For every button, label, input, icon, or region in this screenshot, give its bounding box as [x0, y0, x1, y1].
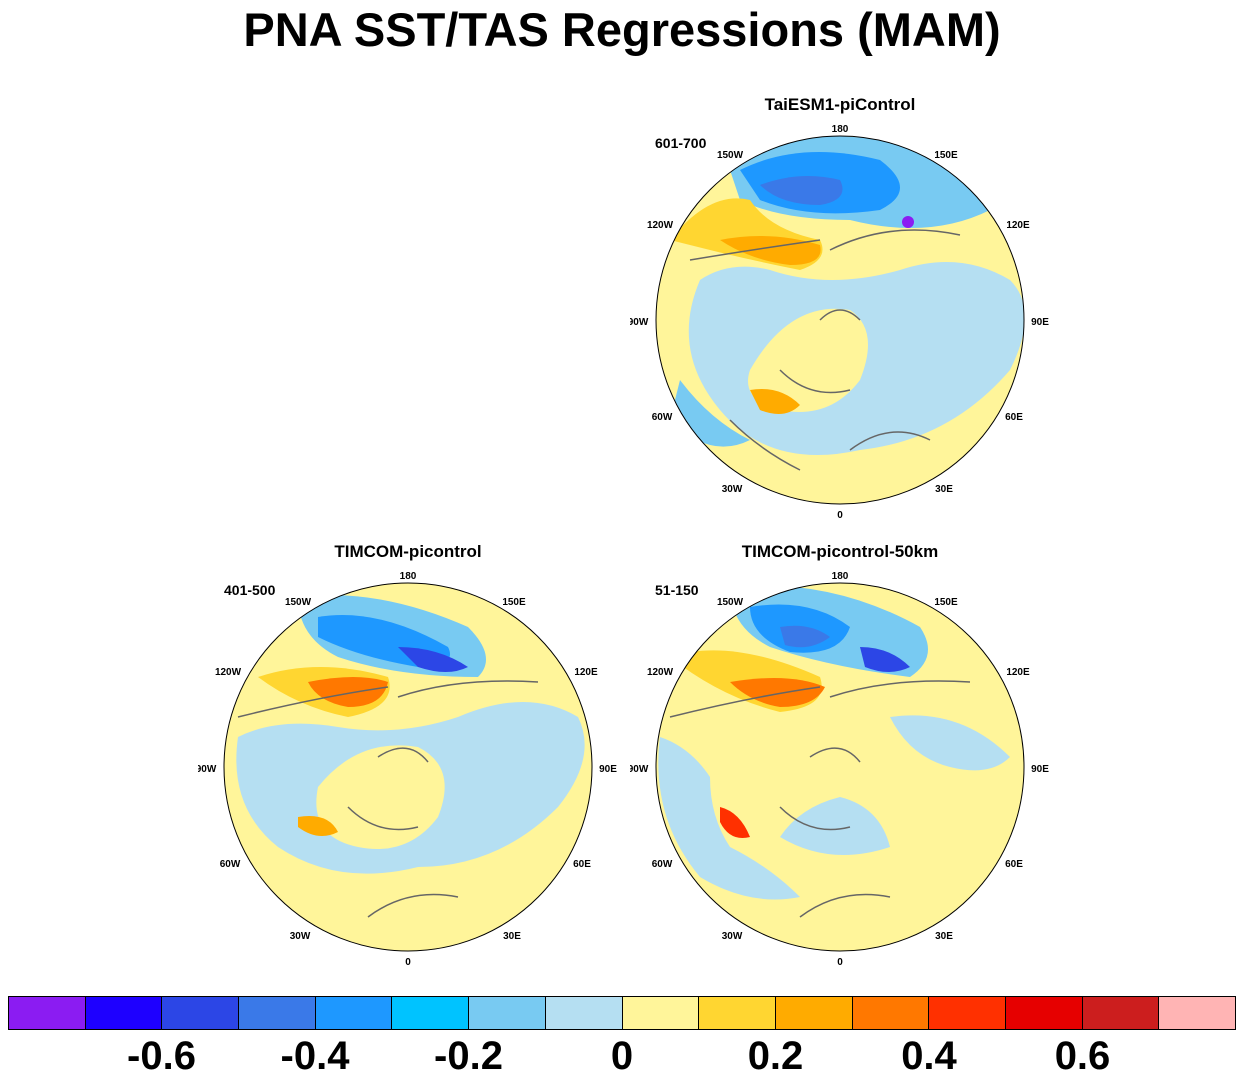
- colorbar-box: [622, 997, 700, 1029]
- colorbar-tick-label: 0: [610, 1034, 634, 1078]
- lon-label: 0: [837, 510, 843, 521]
- lon-label: 120W: [647, 220, 674, 231]
- figure-title: PNA SST/TAS Regressions (MAM): [243, 3, 1001, 56]
- lon-label: 150E: [934, 597, 958, 608]
- lon-label: 90E: [599, 764, 617, 775]
- lon-label: 120W: [215, 667, 242, 678]
- colorbar-tick-label: 0.4: [901, 1034, 957, 1078]
- polar-map-taiesm: 180 150E 120E 90E 60E 30E 0 30W 60W 90W …: [630, 124, 1049, 521]
- colorbar-tick-label: -0.2: [434, 1034, 503, 1078]
- lon-label: 60E: [1005, 412, 1023, 423]
- lon-label: 90W: [630, 764, 649, 775]
- period-timcom-50km: 51-150: [655, 582, 699, 598]
- lon-label: 60W: [220, 859, 241, 870]
- lon-label: 120E: [1006, 220, 1030, 231]
- polar-map-timcom: 180 150E 120E 90E 60E 30E 0 30W 60W 90W …: [198, 571, 617, 968]
- lon-label: 60E: [1005, 859, 1023, 870]
- lon-label: 150W: [285, 597, 312, 608]
- lon-label: 120E: [574, 667, 598, 678]
- lon-label: 60W: [652, 859, 673, 870]
- lon-label: 150W: [717, 597, 744, 608]
- lon-label: 30W: [722, 931, 743, 942]
- lon-label: 0: [405, 957, 411, 968]
- lon-label: 60E: [573, 859, 591, 870]
- colorbar-box: [9, 997, 86, 1029]
- colorbar-tick-label: -0.4: [280, 1034, 350, 1078]
- lon-label: 180: [832, 571, 849, 582]
- lon-label: 0: [837, 957, 843, 968]
- colorbar-box: [775, 997, 853, 1029]
- colorbar-box: [85, 997, 163, 1029]
- lon-label: 30E: [935, 931, 953, 942]
- lon-label: 60W: [652, 412, 673, 423]
- colorbar-box: [545, 997, 623, 1029]
- colorbar-box: [239, 997, 316, 1029]
- colorbar: [8, 996, 1236, 1030]
- colorbar-tick-label: 0.2: [747, 1034, 804, 1078]
- lon-label: 30W: [722, 484, 743, 495]
- lon-label: 150W: [717, 150, 744, 161]
- lon-label: 120E: [1006, 667, 1030, 678]
- lon-label: 90E: [1031, 317, 1049, 328]
- colorbar-tick-label: -0.6: [127, 1034, 196, 1078]
- panel-title-timcom-50km: TIMCOM-picontrol-50km: [741, 542, 939, 561]
- panel-title-timcom: TIMCOM-picontrol: [334, 542, 482, 561]
- lon-label: 90E: [1031, 764, 1049, 775]
- lon-label: 90W: [198, 764, 217, 775]
- lon-label: 90W: [630, 317, 649, 328]
- colorbar-tick-label: 0.6: [1054, 1034, 1111, 1078]
- colorbar-box: [315, 997, 393, 1029]
- period-timcom: 401-500: [224, 582, 276, 598]
- colorbar-box: [1005, 997, 1083, 1029]
- colorbar-box: [699, 997, 776, 1029]
- lon-label: 30E: [503, 931, 521, 942]
- lon-label: 150E: [934, 150, 958, 161]
- colorbar-box: [1082, 997, 1160, 1029]
- lon-label: 180: [400, 571, 417, 582]
- lon-label: 180: [832, 124, 849, 135]
- colorbar-box: [1159, 997, 1235, 1029]
- panel-title-taiesm: TaiESM1-piControl: [764, 95, 916, 114]
- colorbar-box: [392, 997, 470, 1029]
- colorbar-box: [162, 997, 240, 1029]
- polar-map-timcom-50km: 180 150E 120E 90E 60E 30E 0 30W 60W 90W …: [630, 571, 1049, 968]
- lon-label: 150E: [502, 597, 526, 608]
- colorbar-box: [929, 997, 1006, 1029]
- lon-label: 30W: [290, 931, 311, 942]
- lon-label: 120W: [647, 667, 674, 678]
- colorbar-box: [469, 997, 546, 1029]
- colorbar-box: [852, 997, 930, 1029]
- lon-label: 30E: [935, 484, 953, 495]
- period-taiesm: 601-700: [655, 135, 707, 151]
